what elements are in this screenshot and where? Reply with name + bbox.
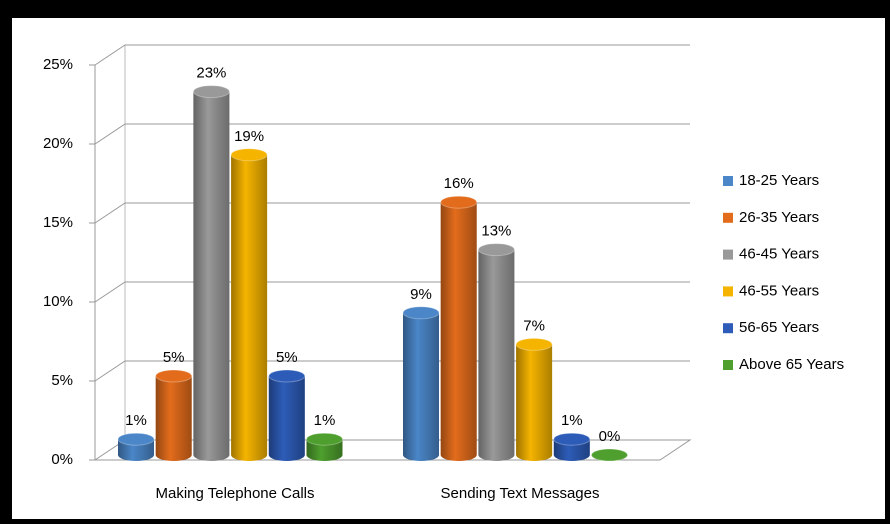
legend-label: 56-65 Years bbox=[739, 319, 819, 336]
y-tick-label: 5% bbox=[51, 372, 73, 389]
bar-shade bbox=[440, 202, 477, 461]
bar-top bbox=[591, 448, 628, 462]
legend-label: 26-35 Years bbox=[739, 209, 819, 226]
y-tick-label: 25% bbox=[43, 56, 73, 73]
bar-shade bbox=[306, 439, 343, 461]
x-tick-label: Sending Text Messages bbox=[441, 485, 600, 502]
frame-bottom bbox=[0, 519, 890, 524]
bar-top bbox=[477, 243, 515, 257]
legend-label: 46-45 Years bbox=[739, 246, 819, 263]
x-tick-label: Making Telephone Calls bbox=[156, 485, 315, 502]
y-tick-label: 10% bbox=[43, 293, 73, 310]
data-label: 16% bbox=[444, 175, 474, 192]
bar-shade bbox=[118, 439, 154, 461]
data-label: 13% bbox=[481, 223, 511, 240]
bar-shade bbox=[268, 376, 305, 461]
bar-top bbox=[268, 369, 306, 383]
y-tick-label: 0% bbox=[51, 451, 73, 468]
bar-top bbox=[402, 306, 440, 320]
data-label: 1% bbox=[314, 412, 336, 429]
bar-shade bbox=[478, 249, 515, 462]
legend-swatch bbox=[723, 360, 733, 370]
grid-line bbox=[94, 281, 690, 303]
legend-swatch bbox=[723, 176, 733, 186]
legend-label: 18-25 Years bbox=[739, 172, 819, 189]
bar-top bbox=[440, 195, 478, 209]
bar-top bbox=[192, 85, 230, 99]
bar-shade bbox=[516, 344, 553, 461]
bar-top bbox=[515, 337, 553, 351]
data-label: 0% bbox=[599, 428, 621, 445]
frame-top bbox=[0, 0, 890, 18]
legend-label: 46-55 Years bbox=[739, 282, 819, 299]
data-label: 19% bbox=[234, 128, 264, 145]
frame-left bbox=[0, 0, 12, 524]
legend-swatch bbox=[723, 323, 733, 334]
grid-line bbox=[94, 44, 690, 66]
data-label: 23% bbox=[196, 65, 226, 82]
data-label: 5% bbox=[163, 349, 185, 366]
y-tick-label: 20% bbox=[43, 135, 73, 152]
data-label: 5% bbox=[276, 349, 298, 366]
bar-shade bbox=[403, 312, 439, 461]
bar-top bbox=[117, 432, 155, 446]
bar-shade bbox=[553, 439, 590, 461]
data-label: 7% bbox=[523, 317, 545, 334]
grid-line bbox=[94, 123, 690, 145]
frame-right bbox=[885, 0, 890, 524]
data-label: 9% bbox=[410, 286, 432, 303]
bar-top bbox=[155, 369, 193, 383]
bar-shade bbox=[155, 376, 192, 461]
grid-line bbox=[94, 202, 690, 224]
bar-shade bbox=[193, 91, 230, 461]
legend-label: Above 65 Years bbox=[739, 356, 844, 373]
legend-swatch bbox=[723, 212, 733, 223]
bar-top bbox=[230, 148, 268, 162]
y-tick-label: 15% bbox=[43, 214, 73, 231]
legend-swatch bbox=[723, 249, 733, 260]
data-label: 1% bbox=[125, 412, 147, 429]
bar-top bbox=[553, 432, 591, 446]
bar-shade bbox=[231, 154, 268, 462]
data-label: 1% bbox=[561, 412, 583, 429]
bar-top bbox=[306, 432, 343, 446]
legend-swatch bbox=[723, 286, 733, 297]
